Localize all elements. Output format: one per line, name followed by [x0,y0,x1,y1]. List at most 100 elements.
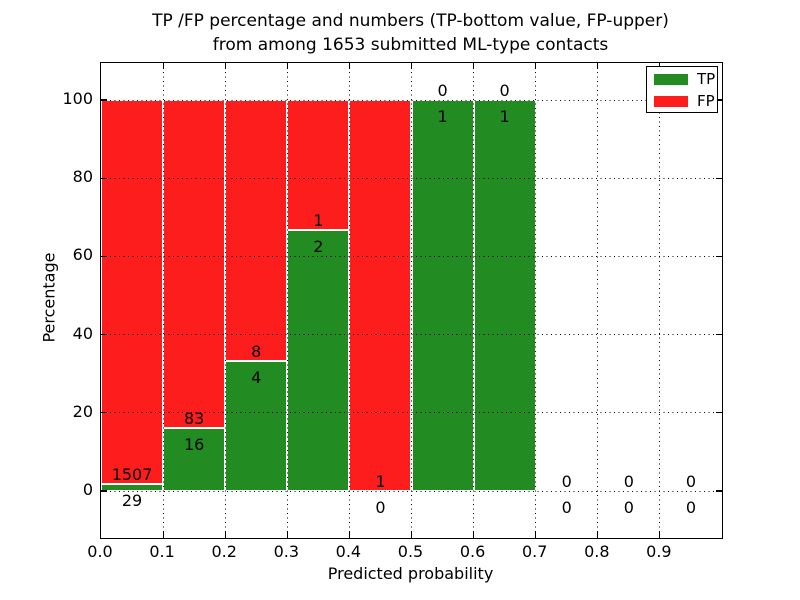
y-tick-mark [101,412,107,414]
title-line-1: TP /FP percentage and numbers (TP-bottom… [152,11,669,31]
y-gridline [101,334,722,336]
tp-count-label: 1 [499,107,510,126]
x-tick-mark [535,63,537,69]
x-tick-mark [224,532,226,538]
x-gridline [286,63,288,538]
y-tick-mark [716,177,722,179]
bar-segment-tp [287,230,350,491]
tp-count-label: 16 [183,434,205,454]
legend-item: TP [654,70,716,88]
y-tick-label: 40 [72,323,93,343]
x-tick-mark [162,532,164,538]
tp-count-label: 1 [437,107,448,126]
x-tick-label: 0.4 [335,542,362,561]
x-tick-mark [410,532,413,538]
x-tick-mark [348,532,350,538]
fp-count-label: 0 [437,81,448,100]
x-tick-mark [597,63,599,69]
x-gridline [162,63,164,538]
bar-segment-fp [163,100,226,428]
tp-count-label: 29 [121,490,143,510]
x-tick-label: 0.7 [521,542,548,561]
y-tick-mark [716,99,722,101]
x-gridline [535,63,537,538]
y-tick-mark [101,490,107,492]
bar-segment-tp [101,483,164,491]
y-tick-mark [716,490,722,492]
fp-count-label: 83 [183,408,205,428]
tp-swatch-icon [654,73,688,85]
fp-count-label: 0 [499,81,510,100]
x-tick-mark [659,532,661,538]
x-gridline [411,63,412,538]
bar-segment-tp [163,427,226,491]
chart-title: TP /FP percentage and numbers (TP-bottom… [100,9,721,57]
legend-item-label: FP [697,92,715,110]
fp-swatch-icon [654,95,688,107]
legend-item-label: TP [697,70,716,88]
x-tick-mark [286,532,288,538]
x-tick-mark [286,63,288,69]
x-gridline [348,63,350,538]
x-tick-label: 0.8 [584,542,610,561]
x-gridline [224,63,226,538]
fp-count-label: 1 [313,211,324,231]
x-tick-mark [473,63,475,69]
legend: TP FP [646,66,718,113]
x-tick-label: 0.0 [87,542,113,561]
y-gridline [101,177,722,179]
fp-count-label: 1 [375,472,386,491]
y-tick-mark [716,412,722,414]
y-gridline [101,490,722,492]
y-tick-mark [716,334,722,336]
fp-count-label: 8 [251,341,262,361]
fp-count-label: 0 [561,472,572,491]
y-tick-label: 0 [82,480,93,499]
tp-count-label: 4 [251,367,262,387]
x-gridline [659,63,661,538]
y-axis-label: Percentage [39,252,59,343]
fp-count-label: 0 [623,472,634,491]
y-tick-mark [101,177,107,179]
x-tick-label: 0.6 [459,542,486,561]
tp-count-label: 0 [375,498,386,517]
x-tick-label: 0.9 [646,542,672,561]
fp-count-label: 0 [685,472,697,491]
x-gridline [473,63,475,538]
tp-count-label: 2 [313,237,324,257]
tp-count-label: 0 [623,498,634,517]
bar-segment-fp [287,100,350,231]
y-tick-mark [101,99,107,101]
x-axis-label: Predicted probability [327,564,494,583]
x-tick-label: 0.1 [149,542,175,561]
x-tick-label: 0.2 [211,542,237,561]
x-tick-mark [597,532,599,538]
y-tick-label: 20 [72,401,93,421]
x-tick-mark [473,532,475,538]
x-tick-label: 0.5 [397,542,424,561]
y-tick-label: 100 [62,89,93,108]
y-gridline [101,412,722,414]
bar-segment-fp [349,100,412,491]
bar-segment-tp [225,360,288,491]
legend-item: FP [654,92,715,110]
plot-area: 1507 29 83 16 8 4 1 2 1 0 0 1 0 1 0 0 0 0 0 0 [100,62,723,539]
y-tick-label: 60 [72,245,93,265]
y-gridline [101,99,722,101]
y-tick-mark [716,255,722,257]
tp-count-label: 0 [685,498,697,517]
fp-count-label: 1507 [111,464,153,484]
x-tick-mark [224,63,226,69]
bar-segment-tp [473,100,536,491]
x-tick-label: 0.3 [273,542,300,561]
y-gridline [101,255,722,257]
x-tick-mark [348,63,350,69]
title-line-2: from among 1653 submitted ML-type contac… [212,35,609,55]
bar-segment-tp [411,100,474,491]
tp-count-label: 0 [561,498,572,517]
x-tick-mark [535,532,537,538]
y-tick-mark [101,255,107,257]
bar-segment-fp [225,100,288,361]
x-gridline [597,63,599,538]
